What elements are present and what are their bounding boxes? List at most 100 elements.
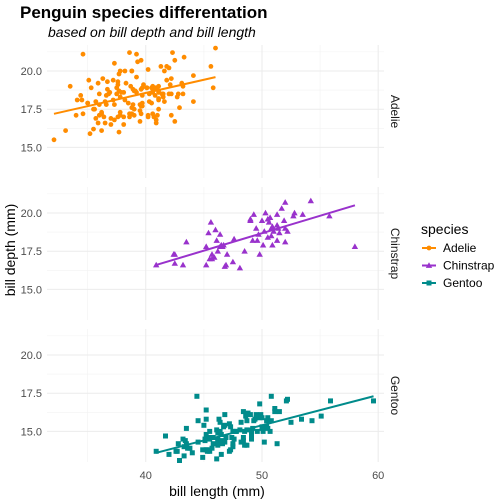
y-tick-label: 20.0 [21,66,42,78]
data-point [209,445,215,451]
y-tick-label: 20.0 [21,208,42,220]
data-point [207,428,213,434]
data-point [96,91,102,97]
data-point [112,60,117,66]
data-point [156,83,162,89]
data-point [181,444,187,450]
data-point [85,100,91,106]
data-point [272,406,278,411]
data-point [214,427,220,433]
data-point [131,112,137,118]
data-point [149,100,155,106]
data-point [222,439,228,445]
data-point [95,80,101,86]
data-point [223,251,231,257]
data-point [264,418,270,424]
data-point [171,251,178,257]
data-point [105,79,110,85]
data-point [134,51,139,57]
data-point [276,229,283,236]
data-point [127,50,132,55]
data-point [112,102,117,107]
data-point [247,412,253,418]
data-point [273,237,281,243]
data-point [249,237,256,243]
data-point [138,111,144,117]
data-point [278,205,285,211]
data-point [175,91,181,97]
data-point [166,65,172,71]
data-point [208,255,216,262]
data-point [162,68,167,74]
chart-title: Penguin species differentation [20,3,268,22]
data-point [153,448,159,454]
data-point [167,82,173,88]
data-point [280,217,288,223]
data-point [218,438,224,444]
data-point [156,106,162,112]
data-point [249,432,254,437]
data-point [189,450,195,456]
data-point [88,85,94,91]
data-point [92,106,97,112]
data-point [268,393,274,399]
data-point [270,228,277,234]
data-point [212,226,219,233]
data-point [99,109,104,115]
data-point [103,102,109,107]
data-point [80,111,86,117]
data-point [121,90,127,95]
data-point [203,243,210,249]
data-point [117,68,123,74]
data-point [273,211,281,217]
y-tick-label: 17.5 [21,388,42,400]
chart-subtitle: based on bill depth and bill length [48,24,256,40]
data-point [160,94,166,100]
data-point [226,421,232,427]
data-point [181,54,187,60]
data-point [254,428,260,434]
data-point [191,73,196,78]
data-point [67,83,73,89]
legend-title: species [421,221,468,237]
data-point [107,90,113,95]
data-point [265,415,271,421]
data-point [217,428,223,434]
data-point [108,122,114,127]
data-point [217,419,223,425]
data-point [117,109,123,115]
facet-panel-gentoo: 15.0 17.5 20.0 Gentoo [21,329,402,463]
data-point [172,119,178,124]
data-point [100,76,106,81]
data-point [74,97,80,103]
data-point [158,64,164,69]
data-point [86,77,92,83]
trend-line [155,204,356,266]
data-point [112,117,117,123]
x-tick-label: 60 [372,470,384,482]
data-point [191,99,196,104]
data-point [125,100,131,106]
data-point [164,77,170,83]
data-point [182,438,188,444]
data-point [93,99,99,104]
data-point [168,76,174,81]
y-tick-label: 17.5 [21,104,42,116]
facet-panel-adelie: 15.0 17.5 20.0 Adelie [21,45,402,178]
data-point [210,85,216,91]
data-point [269,241,276,248]
data-point [288,419,294,425]
data-point [175,441,181,447]
data-point [240,438,246,444]
data-point [244,442,250,448]
data-point [172,57,178,63]
data-point [309,418,315,424]
data-point [230,235,238,242]
data-point [268,232,275,239]
data-point [181,453,187,459]
data-point [208,251,216,257]
data-point [155,112,160,118]
data-point [200,454,206,460]
legend-item-gentoo: Gentoo [422,276,483,290]
data-point [187,445,193,451]
